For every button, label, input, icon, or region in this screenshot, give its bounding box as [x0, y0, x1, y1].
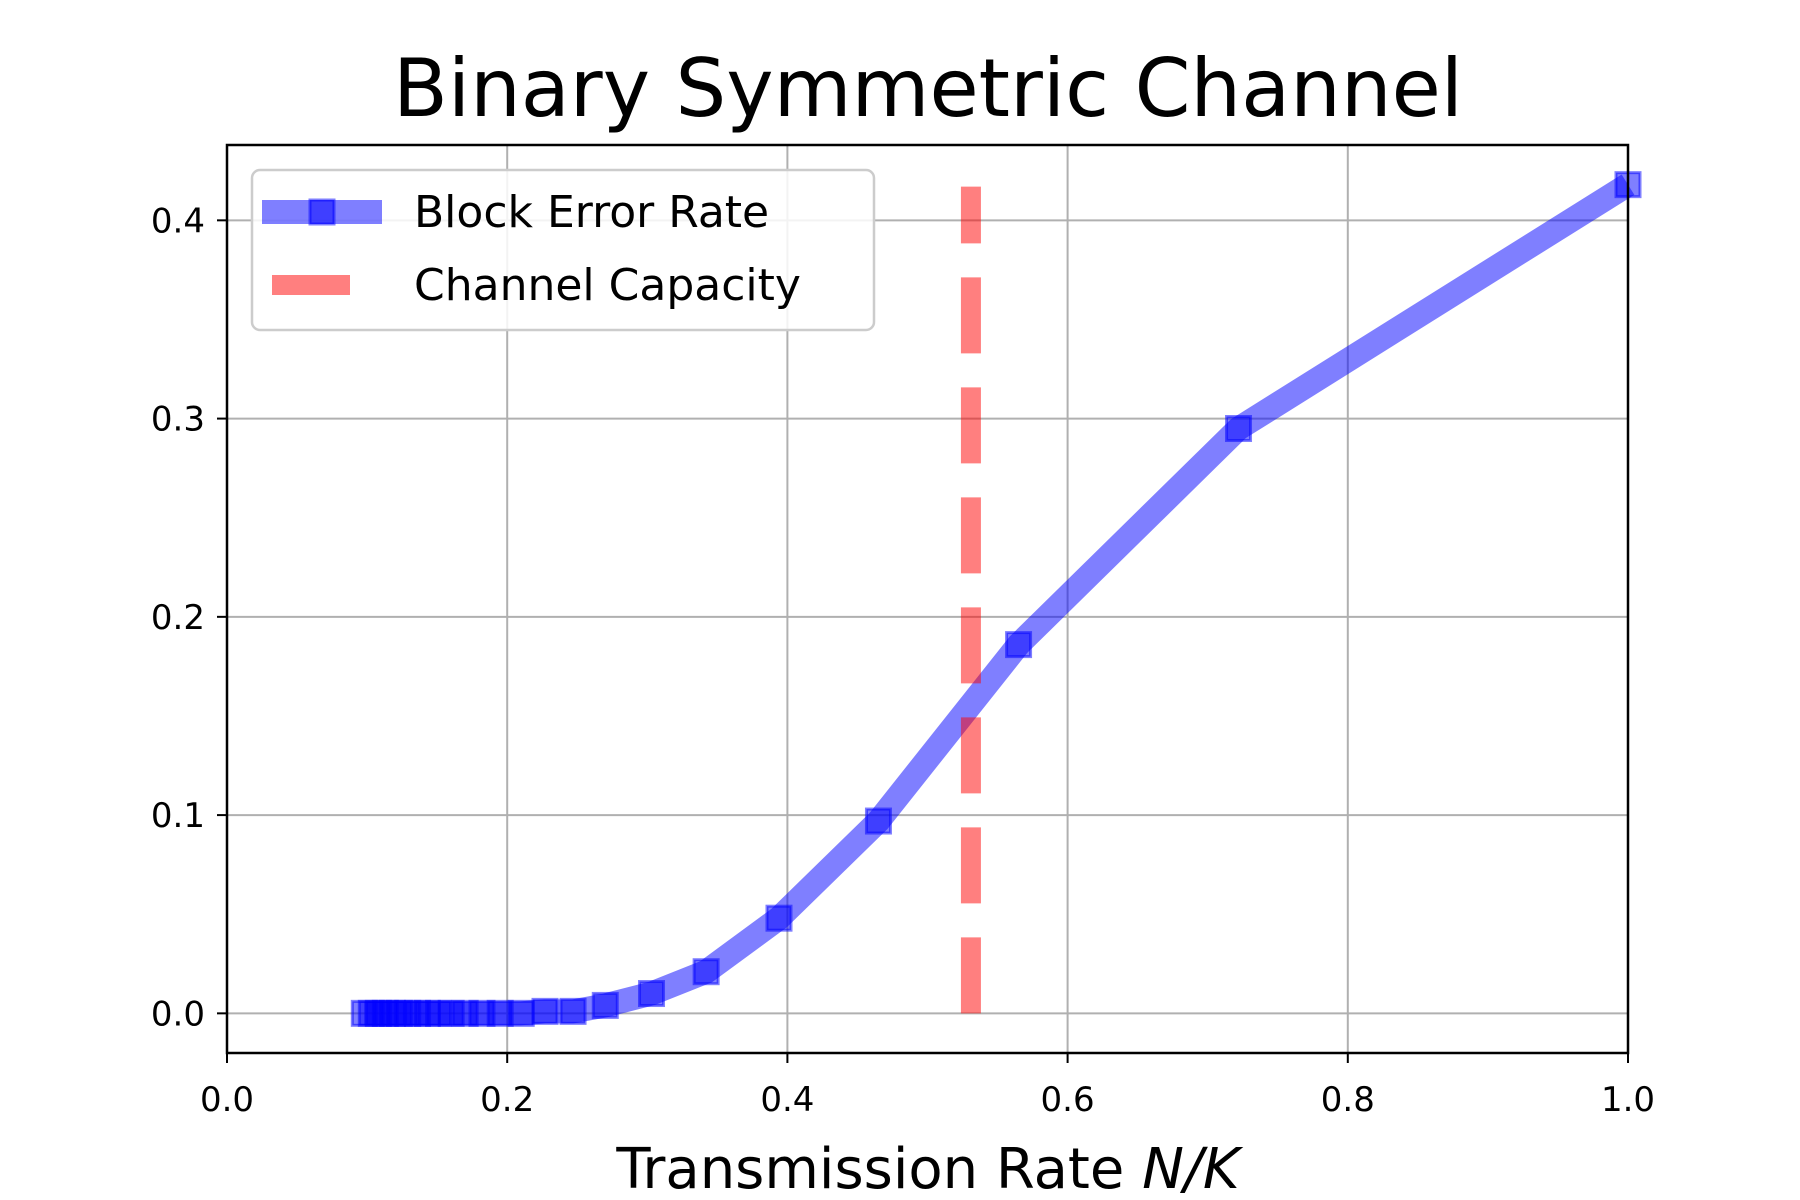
y-tick-label: 0.0 [151, 994, 205, 1034]
axis-ticks: 0.0 0.2 0.4 0.6 0.8 1.0 0.0 0.1 0.2 0.3 0.4 [151, 201, 1655, 1120]
legend: Block Error Rate Channel Capacity [250, 168, 876, 332]
x-axis-label: Transmission Rate N/K [615, 1137, 1244, 1200]
plot-series [350, 171, 1642, 1027]
x-tick-label: 1.0 [1601, 1080, 1655, 1120]
data-point-block-error-rate [591, 991, 619, 1019]
legend-marker-block-error-rate [308, 198, 336, 226]
x-tick-label: 0.8 [1321, 1080, 1375, 1120]
chart-title: Binary Symmetric Channel [393, 42, 1463, 135]
data-point-block-error-rate [507, 999, 535, 1027]
y-tick-label: 0.2 [151, 598, 205, 638]
x-axis-label-italic: N/K [1142, 1137, 1244, 1200]
x-tick-label: 0.6 [1041, 1080, 1095, 1120]
x-tick-label: 0.4 [760, 1080, 814, 1120]
plot-frame [225, 143, 1630, 1055]
data-point-block-error-rate [864, 807, 892, 835]
data-point-block-error-rate [531, 997, 559, 1025]
data-point-block-error-rate [638, 980, 666, 1008]
x-tick-label: 0.0 [200, 1080, 254, 1120]
data-point-block-error-rate [765, 904, 793, 932]
data-point-block-error-rate [1005, 631, 1033, 659]
y-tick-label: 0.3 [151, 400, 205, 440]
x-axis-label-main: Transmission Rate [615, 1137, 1142, 1200]
legend-box [250, 168, 876, 332]
legend-label-block-error-rate: Block Error Rate [414, 187, 769, 238]
legend-label-channel-capacity: Channel Capacity [414, 260, 801, 311]
data-point-block-error-rate [559, 997, 587, 1025]
y-tick-label: 0.1 [151, 796, 205, 836]
data-point-block-error-rate [1225, 415, 1253, 443]
data-point-block-error-rate [692, 958, 720, 986]
y-tick-label: 0.4 [151, 201, 205, 241]
x-tick-label: 0.2 [480, 1080, 534, 1120]
